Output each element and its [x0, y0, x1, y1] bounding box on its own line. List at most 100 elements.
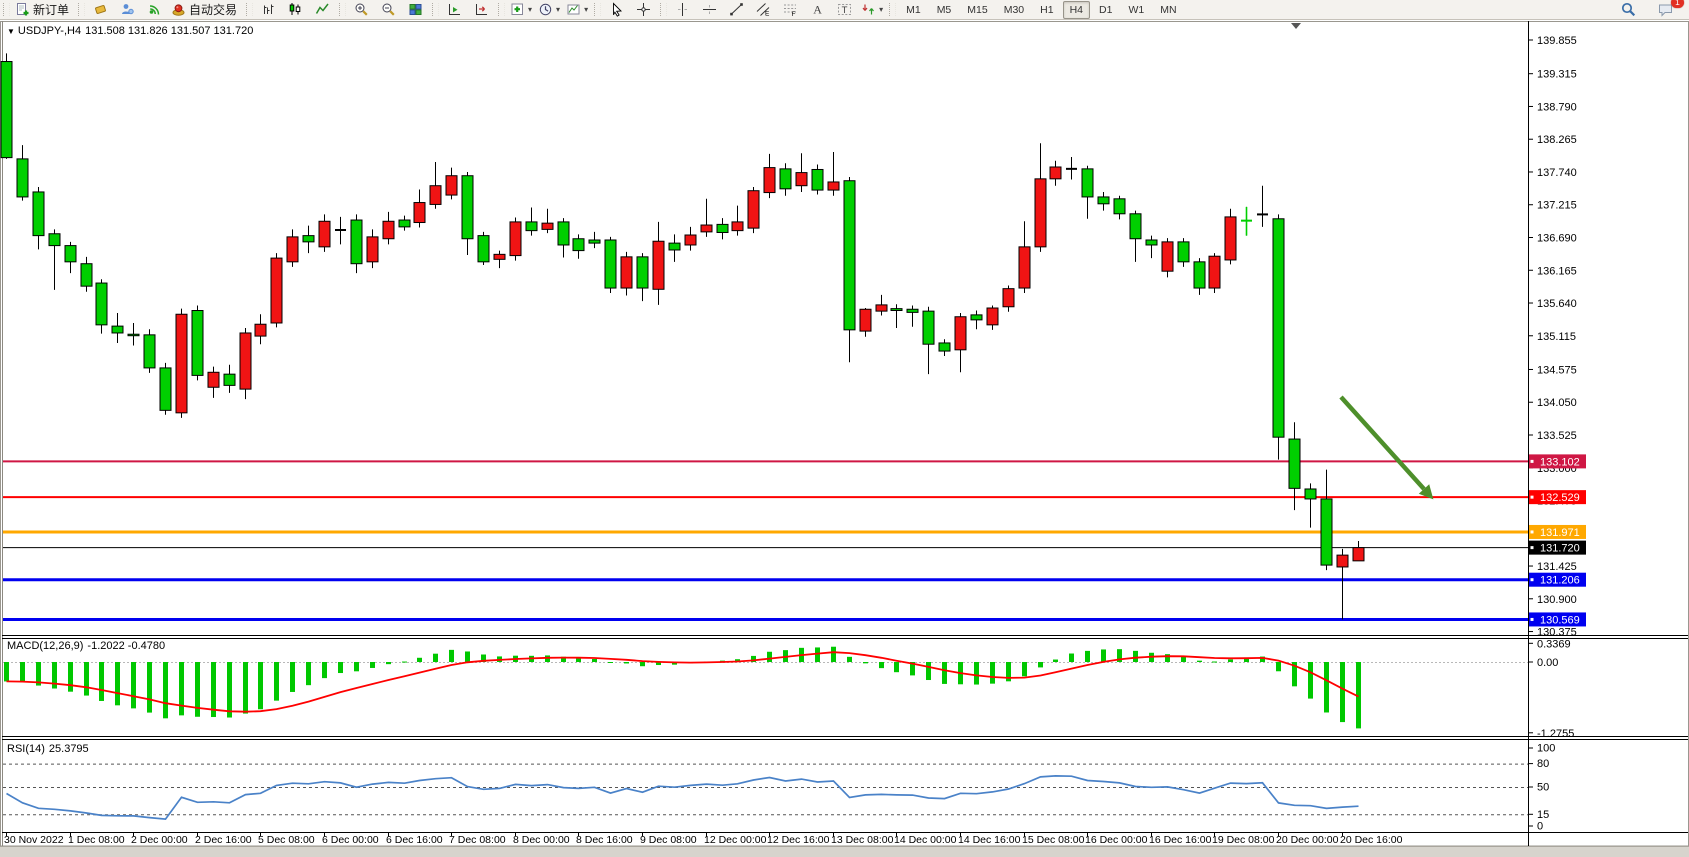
toolbar-search-button[interactable]	[1615, 0, 1642, 20]
toolbar-timeframe-h4-button[interactable]: H4	[1062, 0, 1091, 19]
horizontal-scrollbar-strip[interactable]	[0, 846, 1689, 857]
zoom-out-icon	[381, 2, 396, 17]
toolbar-line-chart-button[interactable]	[309, 0, 336, 20]
svg-text:T: T	[842, 5, 848, 16]
svg-text:138.790: 138.790	[1537, 101, 1577, 113]
svg-text:0: 0	[1537, 821, 1543, 833]
toolbar-auto-scroll-button[interactable]	[441, 0, 468, 20]
one-click-trading-caret-icon[interactable]: ▼	[7, 27, 15, 36]
macd-histogram	[4, 646, 1361, 729]
chart-shift-marker[interactable]	[1291, 23, 1301, 29]
dropdown-caret-icon[interactable]: ▾	[584, 4, 589, 14]
periods-icon	[538, 2, 553, 17]
svg-text:8 Dec 00:00: 8 Dec 00:00	[513, 834, 570, 846]
toolbar-new-order-label: 新订单	[33, 3, 70, 17]
toolbar-new-order-button[interactable]: 新订单	[12, 0, 75, 20]
toolbar-group-grip[interactable]	[594, 3, 602, 16]
toolbar-timeframe-mn-button[interactable]: MN	[1160, 3, 1177, 16]
vertical-line-icon	[675, 2, 690, 17]
dropdown-caret-icon[interactable]: ▾	[528, 4, 533, 14]
candlesticks	[0, 53, 1365, 620]
svg-text:9 Dec 08:00: 9 Dec 08:00	[640, 834, 697, 846]
toolbar-cursor-button[interactable]	[603, 0, 630, 20]
toolbar-chart-shift-button[interactable]	[468, 0, 495, 20]
text-icon: A	[810, 2, 825, 17]
svg-text:80: 80	[1537, 758, 1549, 770]
svg-text:20 Dec 00:00: 20 Dec 00:00	[1276, 834, 1339, 846]
toolbar-group-grip[interactable]	[432, 3, 440, 16]
toolbar-trendline-button[interactable]	[723, 0, 750, 20]
toolbar-timeframe-m5-button[interactable]: M5	[936, 3, 952, 16]
toolbar-candle-chart-button[interactable]	[282, 0, 309, 20]
dropdown-caret-icon[interactable]: ▾	[556, 4, 561, 14]
toolbar-timeframe-m1-button[interactable]: M1	[906, 3, 921, 16]
toolbar-indicators-button[interactable]: ▾	[507, 0, 535, 20]
price-line-badges: 133.102 132.529 131.971 131.206 130.569 131.7…	[1529, 454, 1586, 627]
toolbar-signals-button[interactable]	[141, 0, 168, 20]
toolbar-zoom-in-button[interactable]	[348, 0, 375, 20]
toolbar-community-button[interactable]	[114, 0, 141, 20]
toolbar-group-grip[interactable]	[339, 3, 347, 16]
toolbar-templates-button[interactable]: ▾	[563, 0, 591, 20]
svg-text:5 Dec 08:00: 5 Dec 08:00	[258, 834, 315, 846]
bar-chart-icon	[261, 2, 276, 17]
toolbar-bar-chart-button[interactable]	[255, 0, 282, 20]
svg-text:14 Dec 16:00: 14 Dec 16:00	[958, 834, 1021, 846]
toolbar-group-grip[interactable]	[78, 3, 86, 16]
svg-text:14 Dec 00:00: 14 Dec 00:00	[894, 834, 957, 846]
toolbar-group-grip[interactable]	[660, 3, 668, 16]
svg-text:137.215: 137.215	[1537, 200, 1577, 212]
line-chart-icon	[315, 2, 330, 17]
toolbar-arrows-button[interactable]: ▾	[858, 0, 886, 20]
toolbar-tile-windows-button[interactable]	[402, 0, 429, 20]
svg-text:133.102: 133.102	[1540, 456, 1580, 468]
toolbar-group-grip[interactable]	[498, 3, 506, 16]
svg-text:A: A	[813, 3, 822, 17]
annotation-arrow-head[interactable]	[1418, 484, 1434, 500]
toolbar-text-label-button[interactable]: T	[831, 0, 858, 20]
horizontal-line-icon	[702, 2, 717, 17]
svg-text:136.165: 136.165	[1537, 265, 1577, 277]
svg-text:2 Dec 00:00: 2 Dec 00:00	[131, 834, 188, 846]
toolbar-group-grip[interactable]	[889, 3, 897, 16]
text-label-icon: T	[837, 2, 852, 17]
toolbar-horizontal-line-button[interactable]	[696, 0, 723, 20]
toolbar-text-button[interactable]: A	[804, 0, 831, 20]
svg-text:16 Dec 16:00: 16 Dec 16:00	[1149, 834, 1212, 846]
toolbar-timeframe-m30-button[interactable]: M30	[1003, 3, 1025, 16]
svg-text:130.375: 130.375	[1537, 627, 1577, 639]
svg-text:139.315: 139.315	[1537, 69, 1577, 81]
svg-text:131.971: 131.971	[1540, 527, 1580, 539]
toolbar-group-grip[interactable]	[246, 3, 254, 16]
toolbar-vertical-line-button[interactable]	[669, 0, 696, 20]
fibonacci-icon: F	[783, 2, 798, 17]
toolbar-timeframe-d1-button[interactable]: D1	[1099, 3, 1113, 16]
toolbar-zoom-out-button[interactable]	[375, 0, 402, 20]
macd-values: -1.2022 -0.4780	[87, 640, 166, 652]
svg-text:6 Dec 00:00: 6 Dec 00:00	[322, 834, 379, 846]
time-axis: 30 Nov 2022 1 Dec 08:00 2 Dec 00:00 2 Dec 1…	[4, 832, 1403, 846]
svg-text:15: 15	[1537, 809, 1549, 821]
svg-text:13 Dec 08:00: 13 Dec 08:00	[831, 834, 894, 846]
svg-text:134.050: 134.050	[1537, 397, 1577, 409]
toolbar-group-grip[interactable]	[3, 3, 10, 16]
new-order-icon	[15, 2, 30, 17]
toolbar-chat-button[interactable]: 1	[1652, 0, 1684, 20]
toolbar-timeframe-w1-button[interactable]: W1	[1128, 3, 1145, 16]
svg-text:139.855: 139.855	[1537, 35, 1577, 47]
toolbar-channel-button[interactable]: E	[750, 0, 777, 20]
toolbar-styles-button[interactable]	[87, 0, 114, 20]
annotation-arrow-shaft[interactable]	[1339, 395, 1426, 491]
svg-text:1 Dec 08:00: 1 Dec 08:00	[68, 834, 125, 846]
toolbar-timeframe-m15-button[interactable]: M15	[967, 3, 988, 16]
toolbar-crosshair-button[interactable]	[630, 0, 657, 20]
toolbar-timeframe-h1-button[interactable]: H1	[1040, 3, 1054, 16]
toolbar-autotrading-button[interactable]: 自动交易	[168, 0, 243, 20]
dropdown-caret-icon[interactable]: ▾	[879, 4, 884, 14]
toolbar-periods-button[interactable]: ▾	[535, 0, 563, 20]
toolbar-autotrading-label: 自动交易	[189, 3, 238, 17]
zoom-in-icon	[354, 2, 369, 17]
svg-text:137.740: 137.740	[1537, 167, 1577, 179]
toolbar-fibonacci-button[interactable]: F	[777, 0, 804, 20]
